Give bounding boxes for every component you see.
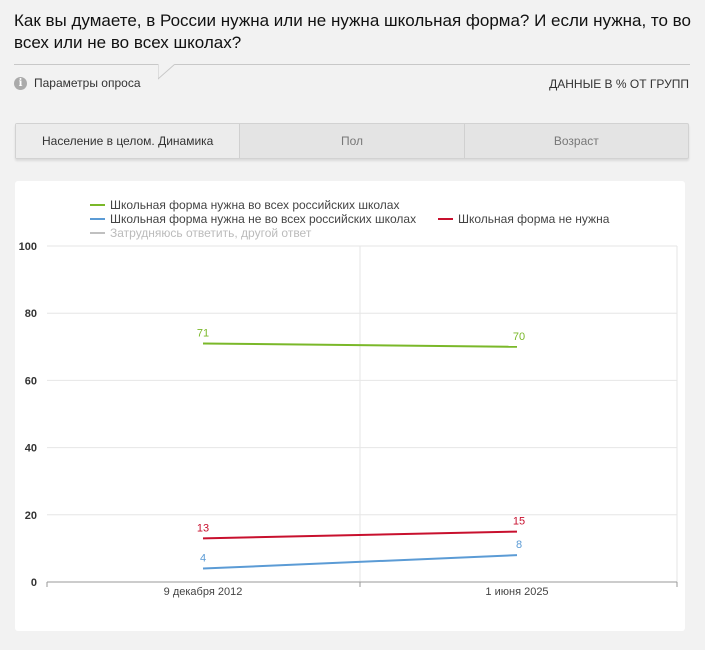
series-line: [202, 530, 518, 540]
y-tick-label: 80: [25, 308, 37, 320]
data-label: 8: [516, 539, 522, 551]
legend-swatch: [90, 232, 105, 234]
legend-label: Школьная форма нужна не во всех российск…: [110, 212, 417, 226]
info-icon: i: [14, 76, 27, 90]
y-tick-label: 40: [25, 443, 37, 455]
header-divider: [14, 64, 159, 65]
tab-bar: Население в целом. Динамика Пол Возраст: [15, 123, 689, 159]
y-tick-label: 100: [19, 241, 37, 253]
data-label: 70: [513, 331, 525, 343]
legend-label: Школьная форма не нужна: [458, 212, 610, 226]
units-label: ДАННЫЕ В % ОТ ГРУПП: [549, 77, 689, 91]
data-label: 13: [197, 522, 209, 534]
legend-label: Затрудняюсь ответить, другой ответ: [110, 226, 312, 240]
tab-population-dynamics[interactable]: Население в целом. Динамика: [16, 124, 240, 158]
legend-swatch: [90, 218, 105, 220]
y-tick-label: 20: [25, 510, 37, 522]
y-tick-label: 60: [25, 375, 37, 387]
legend-label: Школьная форма нужна во всех российских …: [110, 198, 400, 212]
data-label: 4: [200, 553, 206, 565]
x-tick-label: 1 июня 2025: [485, 586, 548, 598]
divider-notch: [158, 64, 176, 80]
tab-gender[interactable]: Пол: [239, 124, 463, 158]
legend-item-not-needed[interactable]: Школьная форма не нужна: [438, 212, 609, 226]
legend-item-all-schools[interactable]: Школьная форма нужна во всех российских …: [90, 198, 399, 212]
chart-panel: Школьная форма нужна во всех российских …: [15, 181, 685, 631]
series-line: [202, 342, 518, 348]
header-divider-right: [175, 64, 690, 65]
data-label: 15: [513, 516, 525, 528]
legend-swatch: [438, 218, 453, 220]
survey-parameters-link[interactable]: i Параметры опроса: [14, 76, 141, 90]
data-label: 71: [197, 327, 209, 339]
x-tick-label: 9 декабря 2012: [164, 586, 243, 598]
survey-parameters-label: Параметры опроса: [34, 76, 141, 90]
legend-item-not-all-schools[interactable]: Школьная форма нужна не во всех российск…: [90, 212, 416, 226]
y-tick-label: 0: [31, 577, 37, 589]
poll-question-title: Как вы думаете, в России нужна или не ну…: [14, 11, 691, 52]
legend-item-hard-to-say[interactable]: Затрудняюсь ответить, другой ответ: [90, 226, 311, 240]
series-line: [202, 554, 518, 570]
tab-age[interactable]: Возраст: [463, 124, 688, 158]
line-chart: 0 20 40 60 80 100 9 декабря 2012 1 июня 2025 71 7…: [19, 241, 678, 598]
legend-swatch: [90, 204, 105, 206]
